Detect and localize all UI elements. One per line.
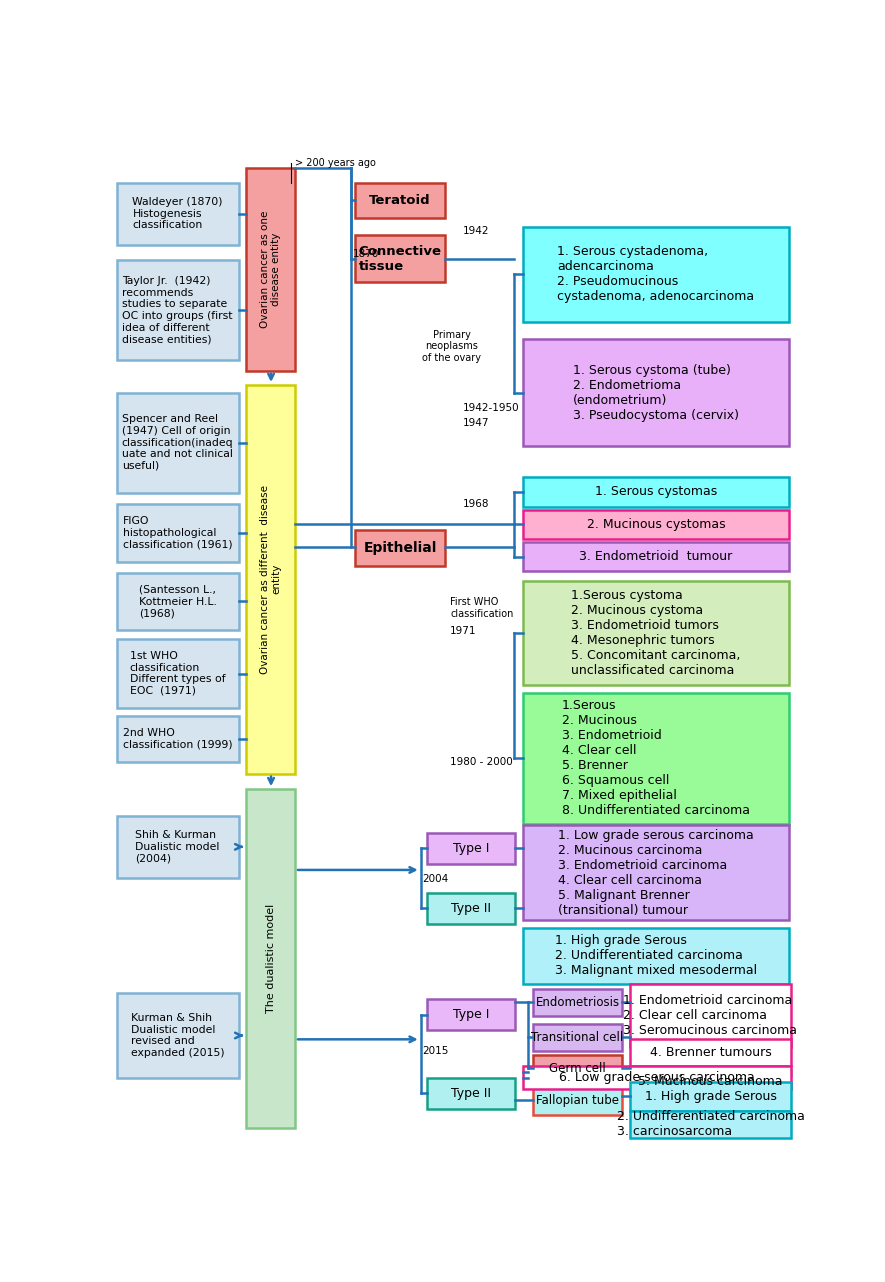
FancyBboxPatch shape <box>117 504 238 562</box>
FancyBboxPatch shape <box>246 790 295 1128</box>
Text: 1. Serous cystomas: 1. Serous cystomas <box>595 486 717 499</box>
Text: Endometriosis: Endometriosis <box>535 996 619 1009</box>
FancyBboxPatch shape <box>117 715 238 762</box>
Text: 1.Serous
2. Mucinous
3. Endometrioid
4. Clear cell
5. Brenner
6. Squamous cell
7: 1.Serous 2. Mucinous 3. Endometrioid 4. … <box>562 699 750 818</box>
Text: 2004: 2004 <box>422 874 449 885</box>
Text: Germ cell: Germ cell <box>550 1061 606 1074</box>
Text: 1.Serous cystoma
2. Mucinous cystoma
3. Endometrioid tumors
4. Mesonephric tumor: 1.Serous cystoma 2. Mucinous cystoma 3. … <box>571 590 741 677</box>
Text: 1968: 1968 <box>463 499 489 509</box>
Text: (Santesson L.,
Kottmeier H.L.
(1968): (Santesson L., Kottmeier H.L. (1968) <box>139 585 217 618</box>
FancyBboxPatch shape <box>117 817 238 878</box>
Text: 1947: 1947 <box>463 418 489 428</box>
Text: 3. Endometrioid  tumour: 3. Endometrioid tumour <box>579 550 733 563</box>
Text: > 200 years ago: > 200 years ago <box>295 158 376 168</box>
Text: 2. Undifferentiated carcinoma
3. carcinosarcoma: 2. Undifferentiated carcinoma 3. carcino… <box>617 1110 804 1138</box>
Text: 2nd WHO
classification (1999): 2nd WHO classification (1999) <box>123 728 233 750</box>
FancyBboxPatch shape <box>523 692 789 824</box>
Text: Primary
neoplasms
of the ovary: Primary neoplasms of the ovary <box>422 329 481 363</box>
Text: 1. Endometrioid carcinoma
2. Clear cell carcinoma
3. Seromucinous carcinoma: 1. Endometrioid carcinoma 2. Clear cell … <box>623 994 797 1037</box>
Text: Ovarian cancer as one
disease entity: Ovarian cancer as one disease entity <box>260 210 281 328</box>
Text: Shih & Kurman
Dualistic model
(2004): Shih & Kurman Dualistic model (2004) <box>135 831 219 864</box>
Text: Kurman & Shih
Dualistic model
revised and
expanded (2015): Kurman & Shih Dualistic model revised an… <box>131 1013 225 1058</box>
FancyBboxPatch shape <box>427 1078 515 1109</box>
FancyBboxPatch shape <box>630 1082 791 1111</box>
FancyBboxPatch shape <box>523 338 789 446</box>
Text: 1980 - 2000: 1980 - 2000 <box>450 758 512 767</box>
Text: Type I: Type I <box>453 1008 489 1022</box>
FancyBboxPatch shape <box>630 1070 791 1094</box>
FancyBboxPatch shape <box>355 529 445 565</box>
FancyBboxPatch shape <box>533 990 622 1017</box>
FancyBboxPatch shape <box>117 573 238 629</box>
Text: Spencer and Reel
(1947) Cell of origin
classification(inadeq
uate and not clinic: Spencer and Reel (1947) Cell of origin c… <box>122 414 234 470</box>
Text: Transitional cell: Transitional cell <box>531 1031 624 1044</box>
FancyBboxPatch shape <box>246 385 295 774</box>
FancyBboxPatch shape <box>630 983 791 1047</box>
FancyBboxPatch shape <box>523 542 789 572</box>
Text: The dualistic model: The dualistic model <box>266 904 275 1013</box>
Text: 4. Brenner tumours: 4. Brenner tumours <box>650 1046 772 1059</box>
FancyBboxPatch shape <box>523 581 789 685</box>
FancyBboxPatch shape <box>427 894 515 924</box>
Text: 1. Low grade serous carcinoma
2. Mucinous carcinoma
3. Endometrioid carcinoma
4.: 1. Low grade serous carcinoma 2. Mucinou… <box>558 828 754 917</box>
Text: Type II: Type II <box>451 1087 491 1100</box>
FancyBboxPatch shape <box>117 638 238 708</box>
Text: Teratoid: Teratoid <box>369 194 431 206</box>
Text: 6. Low grade serous carcinoma: 6. Low grade serous carcinoma <box>559 1072 755 1085</box>
FancyBboxPatch shape <box>630 1111 791 1138</box>
Text: 2015: 2015 <box>422 1046 449 1056</box>
Text: Waldeyer (1870)
Histogenesis
classification: Waldeyer (1870) Histogenesis classificat… <box>133 197 223 231</box>
FancyBboxPatch shape <box>533 1055 622 1082</box>
FancyBboxPatch shape <box>117 260 238 360</box>
FancyBboxPatch shape <box>533 1024 622 1051</box>
Text: 2. Mucinous cystomas: 2. Mucinous cystomas <box>587 518 725 531</box>
FancyBboxPatch shape <box>523 928 789 983</box>
Text: Type I: Type I <box>453 842 489 855</box>
FancyBboxPatch shape <box>523 1067 791 1090</box>
Text: FIGO
histopathological
classification (1961): FIGO histopathological classification (1… <box>123 517 233 550</box>
FancyBboxPatch shape <box>630 1040 791 1067</box>
FancyBboxPatch shape <box>355 183 445 218</box>
Text: First WHO
classification: First WHO classification <box>450 597 513 619</box>
Text: 1. Serous cystoma (tube)
2. Endometrioma
(endometrium)
3. Pseudocystoma (cervix): 1. Serous cystoma (tube) 2. Endometrioma… <box>573 364 739 422</box>
FancyBboxPatch shape <box>117 994 238 1078</box>
Text: 5. Mucinous carcinoma: 5. Mucinous carcinoma <box>638 1076 782 1088</box>
FancyBboxPatch shape <box>523 227 789 322</box>
Text: 1971: 1971 <box>450 626 477 636</box>
Text: Taylor Jr.  (1942)
recommends
studies to separate
OC into groups (first
idea of : Taylor Jr. (1942) recommends studies to … <box>122 276 233 344</box>
Text: Connective
tissue: Connective tissue <box>358 245 442 273</box>
FancyBboxPatch shape <box>523 509 789 538</box>
FancyBboxPatch shape <box>427 999 515 1031</box>
Text: 1. High grade Serous
2. Undifferentiated carcinoma
3. Malignant mixed mesodermal: 1. High grade Serous 2. Undifferentiated… <box>555 935 757 977</box>
Text: 1942-1950: 1942-1950 <box>463 403 519 413</box>
Text: Epithelial: Epithelial <box>364 541 437 555</box>
Text: 1. High grade Serous: 1. High grade Serous <box>644 1090 776 1103</box>
FancyBboxPatch shape <box>117 392 238 492</box>
FancyBboxPatch shape <box>427 833 515 864</box>
FancyBboxPatch shape <box>533 1086 622 1115</box>
FancyBboxPatch shape <box>117 183 238 245</box>
Text: 1942: 1942 <box>463 226 489 236</box>
FancyBboxPatch shape <box>523 826 789 920</box>
Text: Fallopian tube: Fallopian tube <box>536 1094 619 1106</box>
Text: Type II: Type II <box>451 903 491 915</box>
FancyBboxPatch shape <box>355 235 445 282</box>
FancyBboxPatch shape <box>246 168 295 370</box>
FancyBboxPatch shape <box>523 477 789 506</box>
Text: 1. Serous cystadenoma,
adencarcinoma
2. Pseudomucinous
cystadenoma, adenocarcino: 1. Serous cystadenoma, adencarcinoma 2. … <box>558 245 754 304</box>
Text: 1st WHO
classification
Different types of
EOC  (1971): 1st WHO classification Different types o… <box>130 651 226 696</box>
Text: Ovarian cancer as different  disease
entity: Ovarian cancer as different disease enti… <box>260 485 281 674</box>
Text: 1870: 1870 <box>353 249 380 259</box>
